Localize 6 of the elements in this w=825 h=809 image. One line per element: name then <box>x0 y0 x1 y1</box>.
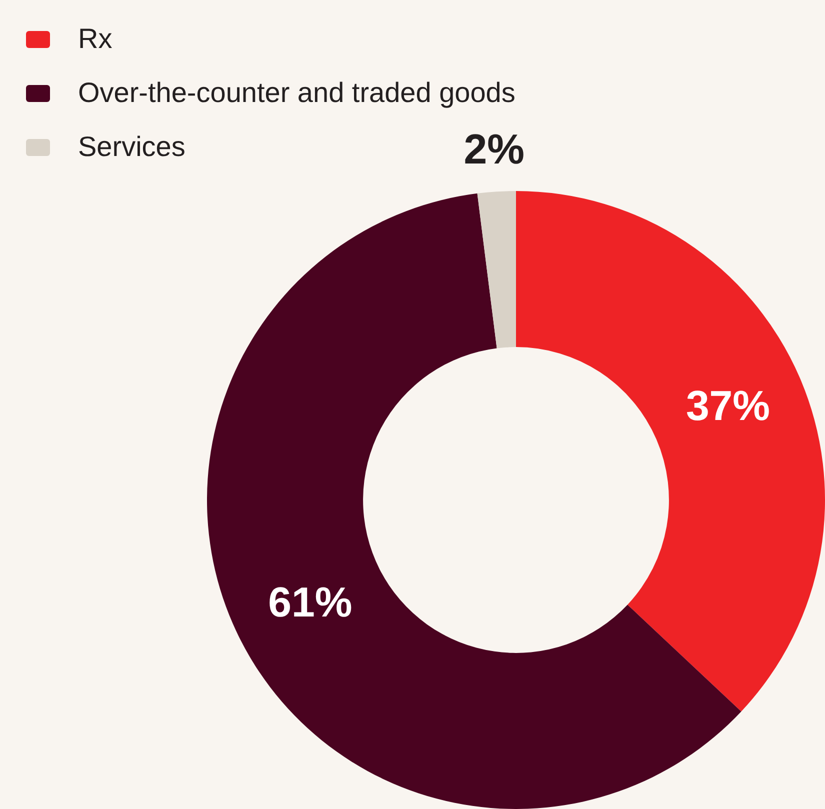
data-label: 37% <box>686 382 770 429</box>
legend-label: Over-the-counter and traded goods <box>78 77 516 109</box>
data-label: 61% <box>268 578 352 626</box>
legend-label: Services <box>78 131 186 163</box>
legend-label: Rx <box>78 23 112 55</box>
data-label: 2% <box>464 125 524 172</box>
